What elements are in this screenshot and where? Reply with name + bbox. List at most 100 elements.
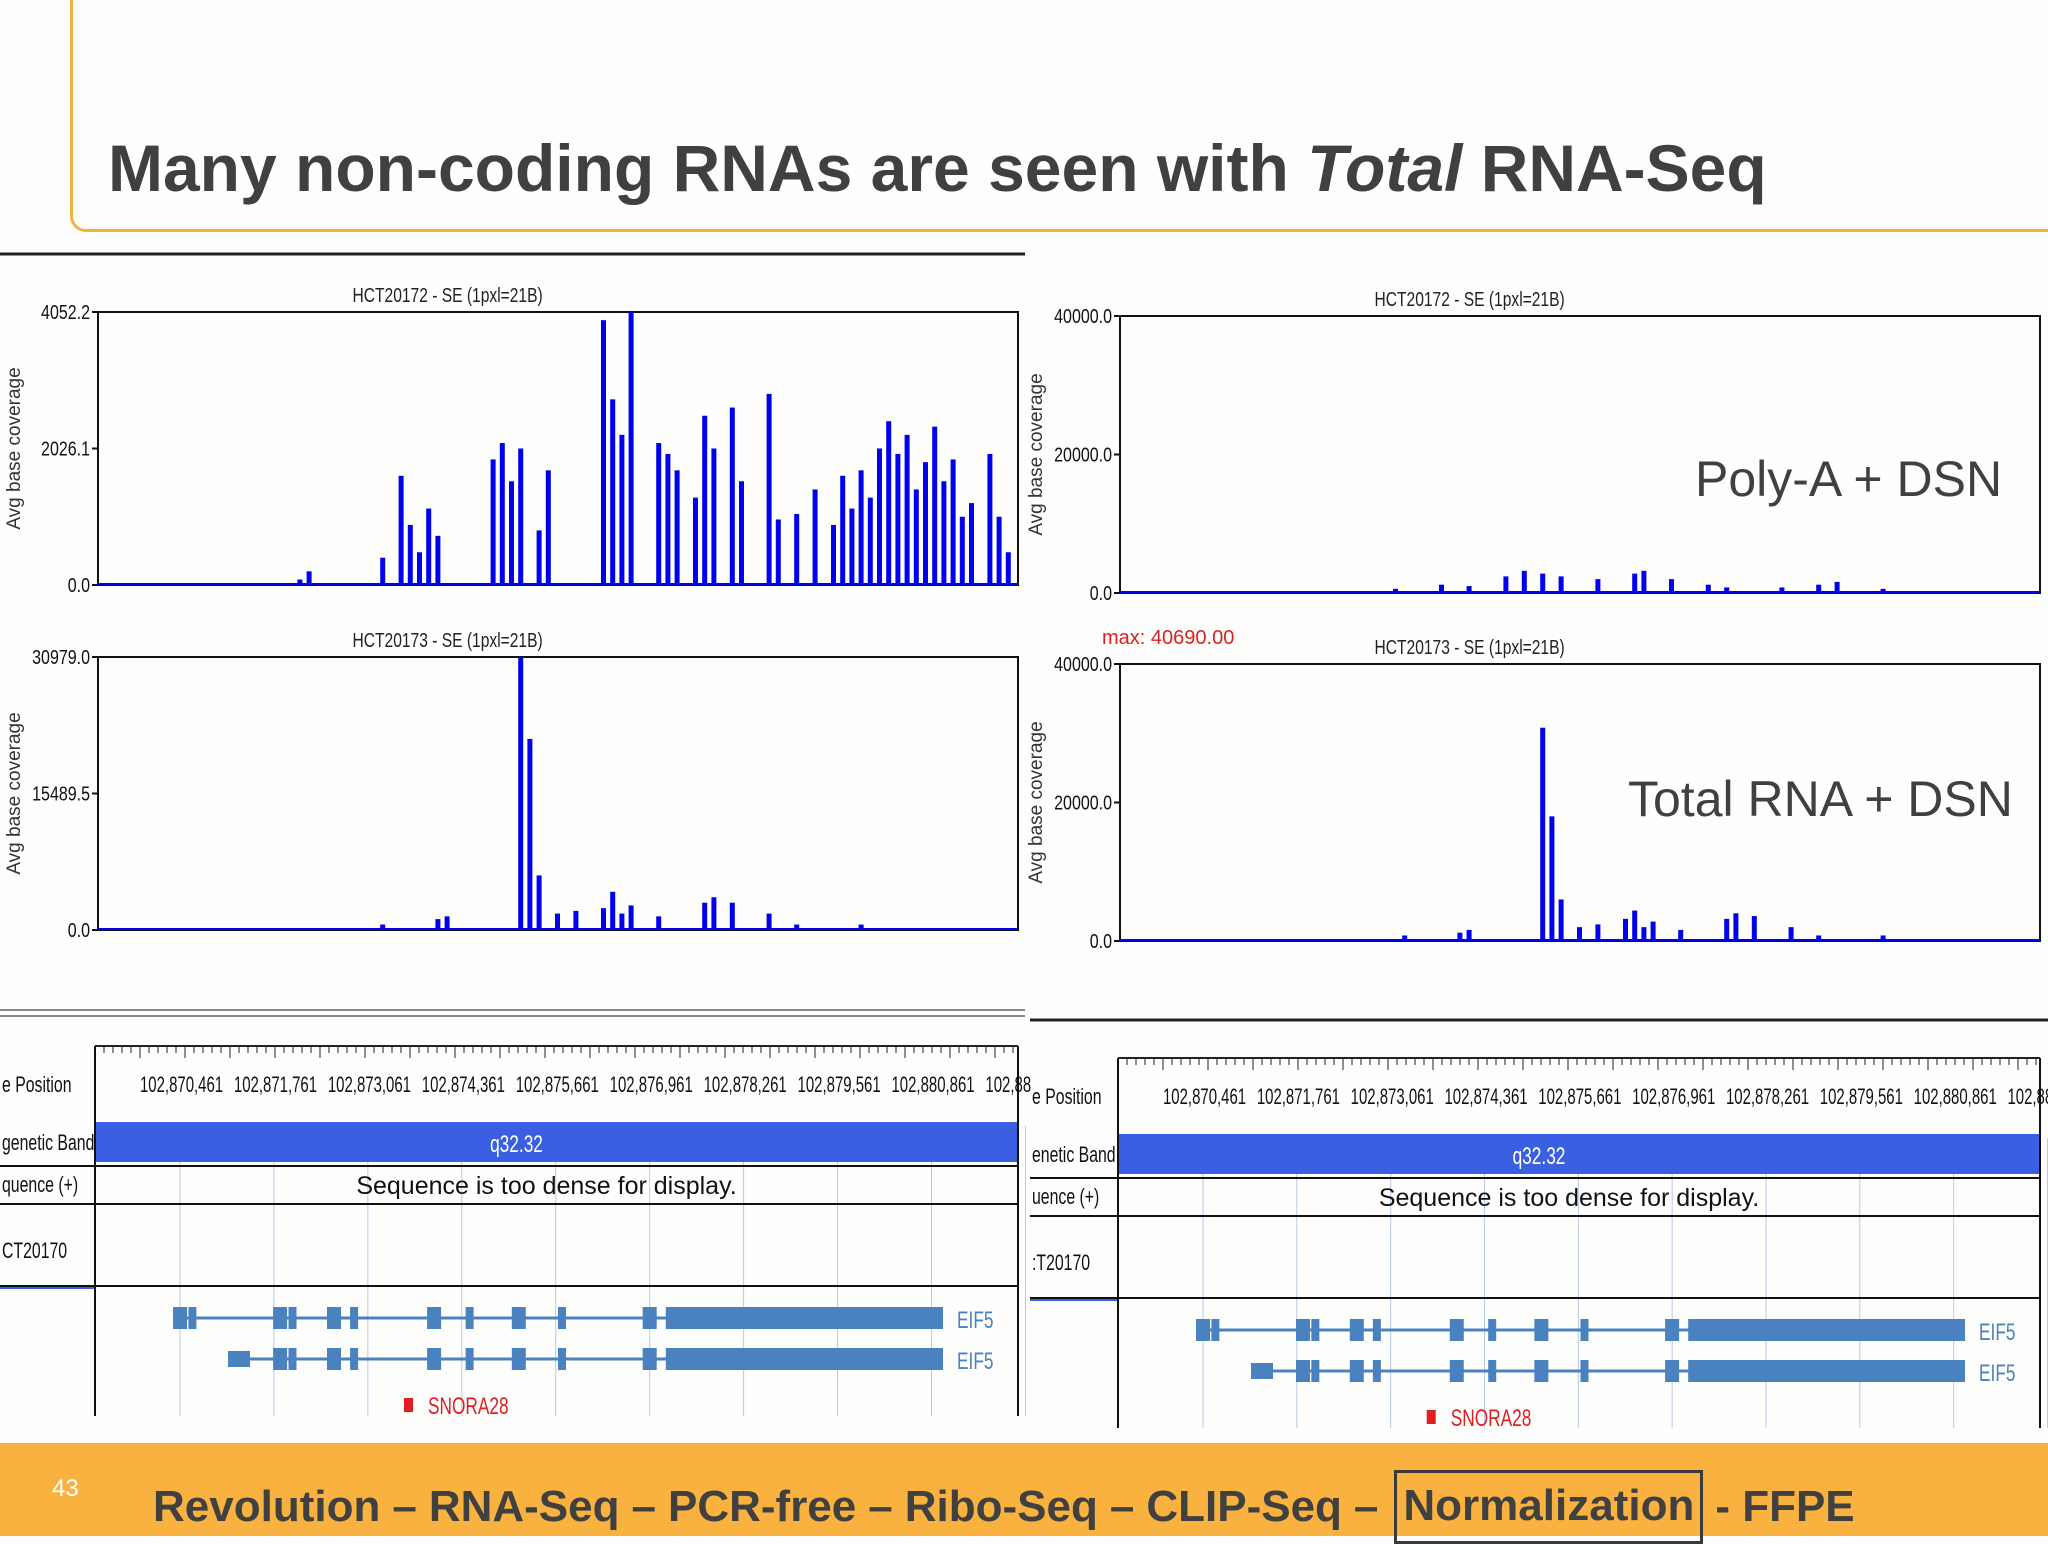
- position-label: 102,874,361: [422, 1072, 505, 1097]
- gene-label: EIF5: [1979, 1319, 2015, 1345]
- position-label: 102,870,461: [140, 1072, 223, 1097]
- coverage-peak: [739, 481, 744, 585]
- y-axis-label: Avg base coverage: [4, 367, 25, 529]
- coverage-peak: [426, 508, 432, 585]
- position-label: 102,878,261: [1726, 1084, 1809, 1109]
- gene-exon: [173, 1307, 187, 1329]
- gene-exon: [350, 1348, 359, 1370]
- track-label: quence (+): [2, 1174, 78, 1198]
- y-axis-label: Avg base coverage: [1026, 373, 1047, 535]
- coverage-peak: [619, 913, 625, 930]
- coverage-peak: [867, 497, 873, 585]
- footer-bar: [0, 1443, 2048, 1536]
- track-label: enetic Band: [1032, 1144, 1116, 1168]
- position-label: 102,875,661: [516, 1072, 599, 1097]
- gene-exon: [1665, 1319, 1680, 1341]
- coverage-peak: [1558, 576, 1564, 593]
- track-label: e Position: [2, 1074, 72, 1098]
- coverage-peak: [831, 524, 836, 585]
- position-label: 102,873,061: [1351, 1084, 1434, 1109]
- coverage-peak: [1641, 927, 1647, 941]
- gene-exon: [1534, 1319, 1549, 1341]
- coverage-peak: [996, 516, 1002, 585]
- gene-label: EIF5: [957, 1348, 993, 1374]
- coverage-peak: [398, 475, 404, 585]
- gene-exon: [1449, 1319, 1464, 1341]
- coverage-peak: [380, 924, 386, 930]
- coverage-peak: [858, 924, 864, 930]
- nav-item: –: [868, 1482, 893, 1531]
- coverage-peak: [417, 552, 422, 585]
- coverage-peak: [536, 875, 542, 930]
- polya-dsn-label: Poly-A + DSN: [1695, 451, 2003, 507]
- gene-exon: [465, 1307, 474, 1329]
- coverage-peak: [886, 421, 892, 585]
- nav-item: CLIP-Seq: [1146, 1482, 1342, 1531]
- coverage-peak: [380, 557, 386, 585]
- y-axis-label: Avg base coverage: [4, 712, 25, 874]
- gene-exon: [1349, 1360, 1364, 1382]
- coverage-peak: [297, 579, 303, 585]
- position-label: 102,88: [985, 1072, 1031, 1097]
- y-tick-label: 4052.2: [41, 301, 90, 323]
- y-tick-label: 2026.1: [41, 438, 90, 460]
- y-tick-label: 40000.0: [1054, 305, 1112, 327]
- sequence-message: Sequence is too dense for display.: [1379, 1184, 1759, 1212]
- gene-exon: [427, 1348, 442, 1370]
- gene-utr: [1688, 1360, 1965, 1382]
- nav-item: PCR-free: [667, 1482, 857, 1531]
- coverage-peak: [766, 393, 772, 585]
- coverage-peak: [601, 320, 606, 585]
- gene-exon: [642, 1348, 657, 1370]
- coverage-peak: [444, 916, 450, 930]
- coverage-peak: [435, 535, 441, 585]
- nav-item: –: [392, 1482, 417, 1531]
- position-label: 102,880,861: [1914, 1084, 1997, 1109]
- coverage-peak: [849, 508, 855, 585]
- gene-exon: [1580, 1360, 1589, 1382]
- cytoband-label: q32.32: [1513, 1143, 1566, 1169]
- coverage-peak: [895, 453, 901, 585]
- cytoband-bar: [95, 1122, 1018, 1162]
- track-label: :T20170: [1032, 1252, 1090, 1276]
- coverage-peak: [702, 415, 708, 585]
- position-label: 102,871,761: [234, 1072, 317, 1097]
- coverage-peak: [1393, 588, 1398, 593]
- position-label: 102,879,561: [798, 1072, 881, 1097]
- gene-exon: [1251, 1363, 1273, 1379]
- coverage-peak: [674, 470, 680, 585]
- coverage-peak: [1641, 570, 1647, 593]
- coverage-peak: [1834, 581, 1840, 593]
- coverage-peak: [1632, 910, 1638, 941]
- track-label: e Position: [1032, 1086, 1102, 1110]
- position-label: 102,874,361: [1444, 1084, 1527, 1109]
- y-tick-label: 20000.0: [1054, 792, 1112, 814]
- coverage-peak: [1521, 570, 1527, 593]
- position-label: 102,875,661: [1538, 1084, 1621, 1109]
- coverage-peak: [1466, 586, 1472, 593]
- coverage-peak: [1549, 816, 1555, 941]
- topic-navigation: Revolution – RNA-Seq – PCR-free – Ribo-Seq – CLI…: [153, 1470, 1867, 1544]
- coverage-peak: [610, 399, 616, 585]
- gene-exon: [1295, 1319, 1310, 1341]
- gene-exon: [642, 1307, 657, 1329]
- page-number: 43: [52, 1475, 79, 1502]
- nav-item: - FFPE: [1715, 1482, 1855, 1531]
- track-label: genetic Band: [2, 1132, 94, 1156]
- snora-label: SNORA28: [1451, 1405, 1532, 1431]
- gene-exon: [427, 1307, 442, 1329]
- coverage-peak: [1439, 584, 1444, 593]
- position-label: 102,871,761: [1257, 1084, 1340, 1109]
- coverage-charts: HCT20172 - SE (1pxl=21B) Avg base coverag…: [0, 252, 2048, 1432]
- coverage-peak: [840, 475, 846, 585]
- chart-title: HCT20173 - SE (1pxl=21B): [353, 629, 543, 651]
- nav-item: RNA-Seq: [428, 1482, 620, 1531]
- gene-exon: [1534, 1360, 1549, 1382]
- gene-exon: [1211, 1319, 1220, 1341]
- coverage-peak: [509, 481, 514, 585]
- coverage-peak: [775, 519, 781, 585]
- y-axis-label: Avg base coverage: [1026, 721, 1047, 883]
- plot-frame: [97, 656, 1019, 931]
- y-tick-label: 0.0: [68, 574, 90, 596]
- coverage-peak: [573, 910, 579, 930]
